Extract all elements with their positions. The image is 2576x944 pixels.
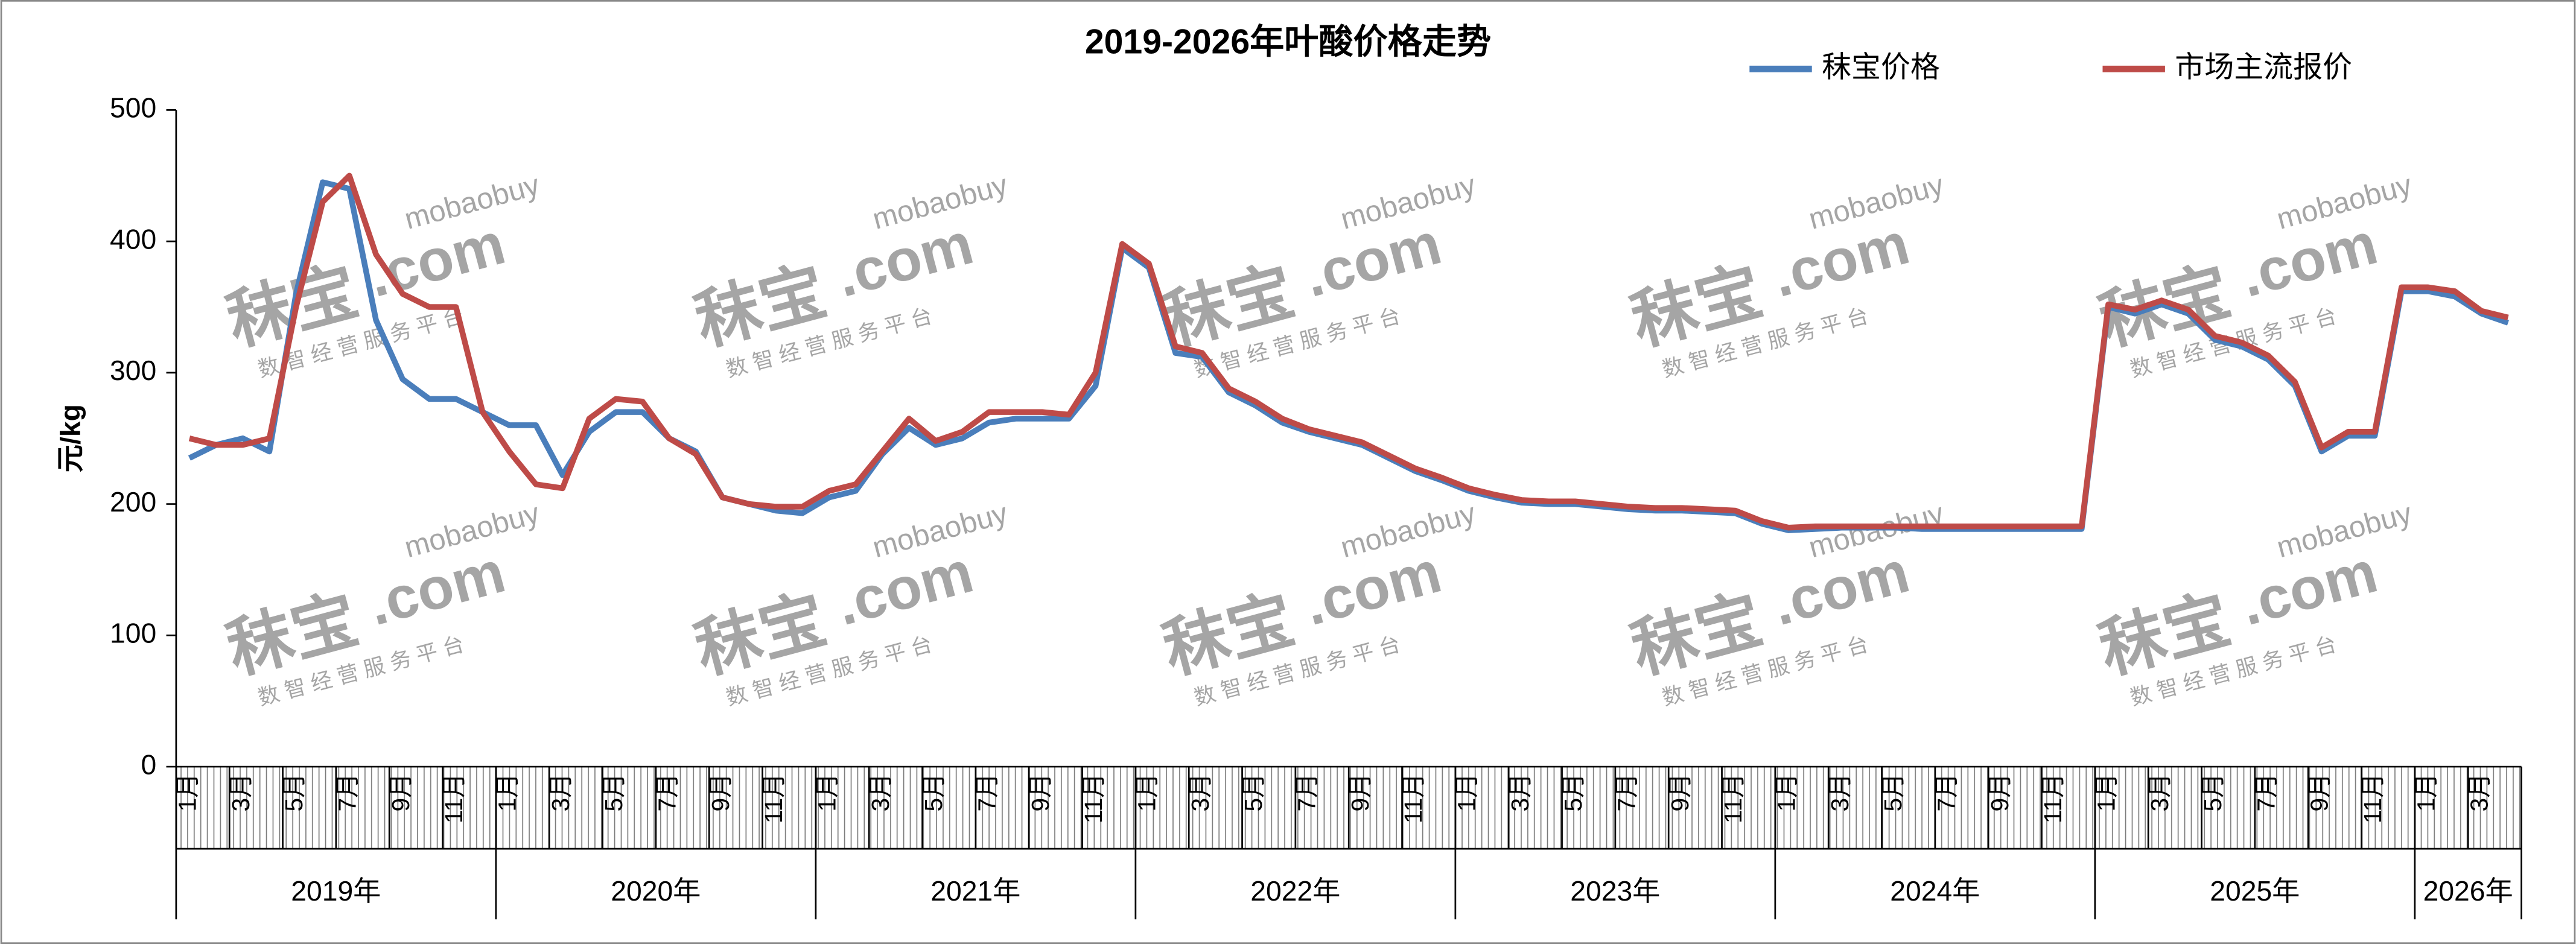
year-label: 2025年 bbox=[2210, 875, 2300, 907]
x-tick-label: 11月 bbox=[2039, 773, 2067, 823]
x-tick-label: 1月 bbox=[493, 773, 521, 812]
series-line bbox=[188, 173, 2509, 531]
x-tick-label: 7月 bbox=[1293, 773, 1320, 812]
x-tick-label: 7月 bbox=[1612, 773, 1640, 812]
x-tick-label: 1月 bbox=[1452, 773, 1480, 812]
x-tick-label: 9月 bbox=[387, 773, 415, 812]
x-tick-label: 9月 bbox=[707, 773, 734, 812]
x-tick-label: 9月 bbox=[1346, 773, 1374, 812]
y-tick-label: 100 bbox=[110, 618, 156, 649]
year-label: 2019年 bbox=[291, 875, 381, 907]
x-tick-label: 11月 bbox=[440, 773, 468, 823]
x-tick-label: 1月 bbox=[1772, 773, 1800, 812]
y-tick-label: 200 bbox=[110, 486, 156, 518]
x-tick-label: 5月 bbox=[1559, 773, 1587, 812]
year-label: 2023年 bbox=[1570, 875, 1660, 907]
x-tick-label: 7月 bbox=[973, 773, 1000, 812]
x-tick-label: 3月 bbox=[2466, 773, 2493, 812]
x-tick-label: 3月 bbox=[1186, 773, 1214, 812]
x-tick-label: 1月 bbox=[1133, 773, 1160, 812]
year-label: 2021年 bbox=[930, 875, 1020, 907]
x-tick-label: 11月 bbox=[1399, 773, 1427, 823]
year-label: 2026年 bbox=[2423, 875, 2513, 907]
x-tick-label: 11月 bbox=[1719, 773, 1747, 823]
year-label: 2020年 bbox=[611, 875, 701, 907]
x-tick-label: 9月 bbox=[1026, 773, 1054, 812]
x-tick-label: 5月 bbox=[1239, 773, 1267, 812]
x-tick-label: 7月 bbox=[2252, 773, 2280, 812]
chart-title: 2019-2026年叶酸价格走势 bbox=[1085, 23, 1491, 62]
y-tick-label: 0 bbox=[141, 749, 156, 780]
y-tick-label: 300 bbox=[110, 355, 156, 386]
x-tick-label: 3月 bbox=[1826, 773, 1854, 812]
year-label: 2024年 bbox=[1890, 875, 1980, 907]
x-tick-label: 1月 bbox=[2412, 773, 2440, 812]
x-tick-label: 3月 bbox=[1506, 773, 1534, 812]
y-tick-label: 500 bbox=[110, 92, 156, 124]
y-tick-label: 400 bbox=[110, 223, 156, 255]
x-tick-label: 3月 bbox=[227, 773, 255, 812]
x-tick-label: 5月 bbox=[920, 773, 947, 812]
legend-label: 秣宝价格 bbox=[1822, 51, 1940, 83]
x-tick-label: 3月 bbox=[2146, 773, 2174, 812]
x-tick-label: 7月 bbox=[1932, 773, 1960, 812]
x-tick-label: 11月 bbox=[1080, 773, 1107, 823]
x-tick-label: 9月 bbox=[2306, 773, 2333, 812]
year-label: 2022年 bbox=[1250, 875, 1340, 907]
x-tick-label: 1月 bbox=[813, 773, 841, 812]
x-tick-label: 11月 bbox=[2359, 773, 2387, 823]
x-tick-label: 5月 bbox=[280, 773, 308, 812]
x-tick-label: 7月 bbox=[653, 773, 681, 812]
x-tick-label: 9月 bbox=[1666, 773, 1694, 812]
x-tick-label: 1月 bbox=[173, 773, 201, 812]
x-tick-label: 3月 bbox=[867, 773, 894, 812]
x-tick-label: 5月 bbox=[2199, 773, 2227, 812]
x-tick-label: 3月 bbox=[547, 773, 574, 812]
x-tick-label: 11月 bbox=[760, 773, 787, 823]
y-axis-label: 元/kg bbox=[55, 404, 86, 472]
legend-label: 市场主流报价 bbox=[2175, 51, 2352, 83]
x-tick-label: 5月 bbox=[1879, 773, 1907, 812]
x-tick-label: 5月 bbox=[600, 773, 628, 812]
x-tick-label: 9月 bbox=[1986, 773, 2014, 812]
x-tick-label: 7月 bbox=[333, 773, 361, 812]
x-tick-label: 1月 bbox=[2092, 773, 2120, 812]
